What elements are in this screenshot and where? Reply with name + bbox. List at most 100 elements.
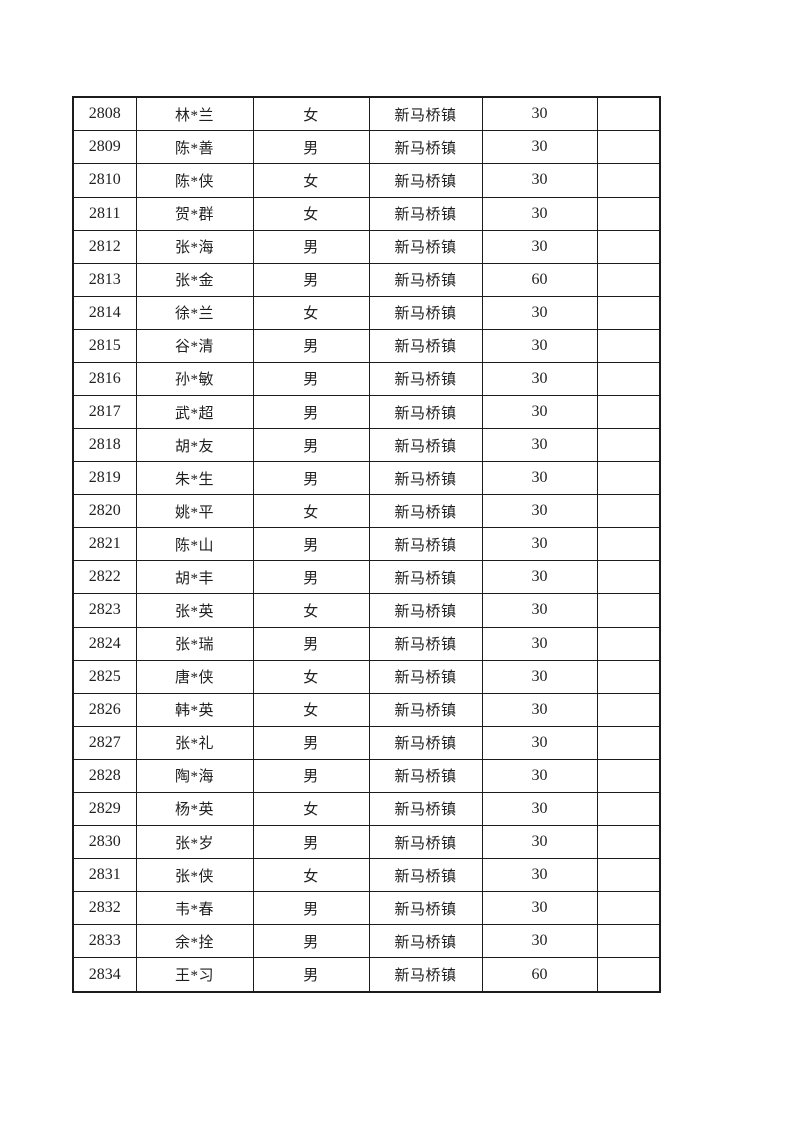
- gender-cell: 男: [252, 428, 370, 463]
- table-row: 2820 姚*平女新马桥镇 30: [72, 494, 661, 529]
- gender-cell: 女: [252, 163, 370, 198]
- table-row: 2825 唐*侠女新马桥镇 30: [72, 659, 661, 694]
- table-row: 2830 张*岁男新马桥镇 30: [72, 824, 661, 860]
- person-name-cell: 张*礼: [135, 725, 254, 760]
- town-cell: 新马桥镇: [368, 361, 483, 396]
- table-row: 2826 韩*英女新马桥镇 30: [72, 692, 661, 727]
- town-cell: 新马桥镇: [368, 130, 483, 165]
- person-name-cell: 陈*山: [135, 527, 254, 562]
- amount-cell: 30: [481, 791, 598, 826]
- amount-cell: 30: [481, 824, 598, 860]
- table-row: 2808 林*兰女新马桥镇 30: [72, 96, 661, 132]
- person-name-cell: 王*习: [135, 957, 254, 993]
- serial-number-cell: 2823: [72, 593, 137, 628]
- gender-cell: 男: [252, 527, 370, 562]
- gender-cell: 男: [252, 725, 370, 760]
- gender-cell: 女: [252, 692, 370, 727]
- table-row: 2815 谷*清男新马桥镇 30: [72, 328, 661, 363]
- note-cell: [596, 428, 661, 463]
- amount-cell: 30: [481, 163, 598, 198]
- amount-cell: 30: [481, 361, 598, 396]
- town-cell: 新马桥镇: [368, 791, 483, 826]
- serial-number-cell: 2822: [72, 560, 137, 595]
- note-cell: [596, 560, 661, 595]
- table-row: 2831 张*侠女新马桥镇 30: [72, 858, 661, 893]
- town-cell: 新马桥镇: [368, 560, 483, 595]
- gender-cell: 女: [252, 196, 370, 231]
- person-name-cell: 张*海: [135, 229, 254, 264]
- note-cell: [596, 361, 661, 396]
- note-cell: [596, 891, 661, 926]
- table-row: 2819 朱*生男新马桥镇 30: [72, 461, 661, 496]
- person-name-cell: 姚*平: [135, 494, 254, 529]
- gender-cell: 女: [252, 96, 370, 132]
- town-cell: 新马桥镇: [368, 96, 483, 132]
- serial-number-cell: 2821: [72, 527, 137, 562]
- amount-cell: 30: [481, 593, 598, 628]
- serial-number-cell: 2825: [72, 659, 137, 694]
- gender-cell: 男: [252, 461, 370, 496]
- gender-cell: 男: [252, 758, 370, 793]
- note-cell: [596, 692, 661, 727]
- gender-cell: 男: [252, 262, 370, 297]
- note-cell: [596, 824, 661, 860]
- person-name-cell: 武*超: [135, 394, 254, 430]
- serial-number-cell: 2811: [72, 196, 137, 231]
- table-row: 2823 张*英女新马桥镇 30: [72, 593, 661, 628]
- person-name-cell: 朱*生: [135, 461, 254, 496]
- amount-cell: 60: [481, 957, 598, 993]
- gender-cell: 男: [252, 229, 370, 264]
- person-name-cell: 唐*侠: [135, 659, 254, 694]
- serial-number-cell: 2815: [72, 328, 137, 363]
- amount-cell: 30: [481, 626, 598, 661]
- table-row: 2810 陈*侠女新马桥镇 30: [72, 163, 661, 198]
- roster-table-body: 2808 林*兰女新马桥镇 30 2809 陈*善男新马桥镇 30 2810 陈*侠女新马桥镇…: [72, 96, 661, 993]
- gender-cell: 男: [252, 957, 370, 993]
- person-name-cell: 韩*英: [135, 692, 254, 727]
- amount-cell: 30: [481, 196, 598, 231]
- gender-cell: 男: [252, 394, 370, 430]
- gender-cell: 男: [252, 361, 370, 396]
- town-cell: 新马桥镇: [368, 494, 483, 529]
- gender-cell: 男: [252, 824, 370, 860]
- serial-number-cell: 2826: [72, 692, 137, 727]
- town-cell: 新马桥镇: [368, 196, 483, 231]
- serial-number-cell: 2818: [72, 428, 137, 463]
- note-cell: [596, 858, 661, 893]
- gender-cell: 男: [252, 130, 370, 165]
- note-cell: [596, 328, 661, 363]
- note-cell: [596, 196, 661, 231]
- table-row: 2833 余*拴男新马桥镇 30: [72, 924, 661, 959]
- gender-cell: 女: [252, 494, 370, 529]
- serial-number-cell: 2808: [72, 96, 137, 132]
- gender-cell: 男: [252, 626, 370, 661]
- gender-cell: 女: [252, 791, 370, 826]
- table-row: 2816 孙*敏男新马桥镇 30: [72, 361, 661, 396]
- amount-cell: 30: [481, 295, 598, 330]
- town-cell: 新马桥镇: [368, 394, 483, 430]
- person-name-cell: 贺*群: [135, 196, 254, 231]
- serial-number-cell: 2827: [72, 725, 137, 760]
- roster-table: 2808 林*兰女新马桥镇 30 2809 陈*善男新马桥镇 30 2810 陈*侠女新马桥镇…: [72, 96, 661, 993]
- serial-number-cell: 2830: [72, 824, 137, 860]
- amount-cell: 30: [481, 560, 598, 595]
- amount-cell: 30: [481, 725, 598, 760]
- note-cell: [596, 461, 661, 496]
- serial-number-cell: 2817: [72, 394, 137, 430]
- town-cell: 新马桥镇: [368, 824, 483, 860]
- serial-number-cell: 2829: [72, 791, 137, 826]
- amount-cell: 30: [481, 229, 598, 264]
- table-row: 2822 胡*丰男新马桥镇 30: [72, 560, 661, 595]
- person-name-cell: 林*兰: [135, 96, 254, 132]
- amount-cell: 30: [481, 428, 598, 463]
- amount-cell: 30: [481, 96, 598, 132]
- note-cell: [596, 527, 661, 562]
- amount-cell: 30: [481, 328, 598, 363]
- town-cell: 新马桥镇: [368, 858, 483, 893]
- amount-cell: 30: [481, 461, 598, 496]
- note-cell: [596, 163, 661, 198]
- person-name-cell: 谷*清: [135, 328, 254, 363]
- serial-number-cell: 2812: [72, 229, 137, 264]
- town-cell: 新马桥镇: [368, 461, 483, 496]
